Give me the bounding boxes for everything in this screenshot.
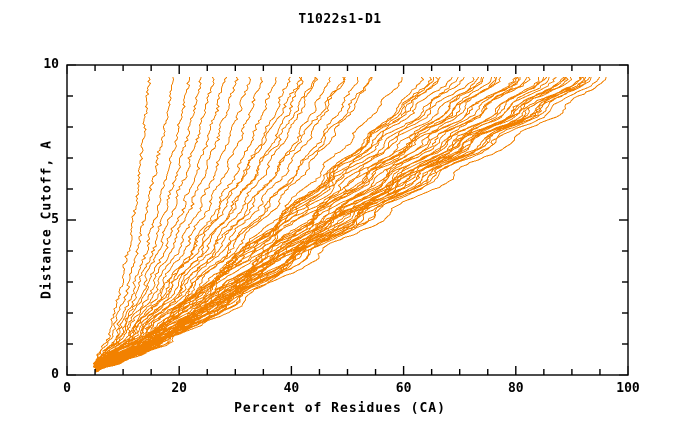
y-tick-label: 0	[51, 367, 59, 382]
series-line	[96, 77, 517, 370]
series-line	[96, 77, 607, 367]
x-tick-label: 60	[395, 381, 412, 396]
series-line	[96, 77, 600, 370]
chart-title: T1022s1-D1	[298, 12, 382, 27]
series-line	[99, 77, 592, 370]
series-line	[97, 77, 263, 366]
x-axis-label: Percent of Residues (CA)	[234, 401, 446, 416]
x-tick-label: 80	[507, 381, 524, 396]
series-line	[93, 77, 174, 366]
series-line	[94, 77, 277, 366]
x-tick-label: 20	[171, 381, 188, 396]
series-line	[96, 77, 586, 369]
data-series-group	[93, 77, 607, 373]
axis-ticks-group	[66, 64, 629, 376]
series-line	[95, 77, 531, 370]
series-line	[93, 77, 359, 367]
series-line	[95, 77, 372, 367]
series-line	[95, 77, 586, 373]
series-line	[95, 77, 521, 373]
series-line	[96, 77, 581, 372]
series-line	[95, 77, 239, 366]
series-line	[98, 77, 373, 366]
series-line	[93, 77, 202, 367]
series-line	[94, 77, 190, 366]
series-line	[95, 77, 501, 373]
series-line	[96, 77, 346, 366]
y-tick-label: 5	[51, 212, 59, 227]
series-line	[98, 77, 318, 366]
x-tick-label: 40	[283, 381, 300, 396]
series-line	[93, 77, 251, 367]
series-line	[95, 77, 316, 366]
series-line	[93, 77, 434, 368]
series-line	[93, 77, 151, 368]
x-tick-label: 100	[616, 381, 640, 396]
series-line	[95, 77, 441, 370]
series-line	[96, 77, 346, 366]
series-line	[94, 77, 227, 366]
series-line	[97, 77, 484, 367]
series-line	[93, 77, 302, 367]
x-tick-label: 0	[63, 381, 71, 396]
y-tick-label: 10	[43, 57, 59, 72]
